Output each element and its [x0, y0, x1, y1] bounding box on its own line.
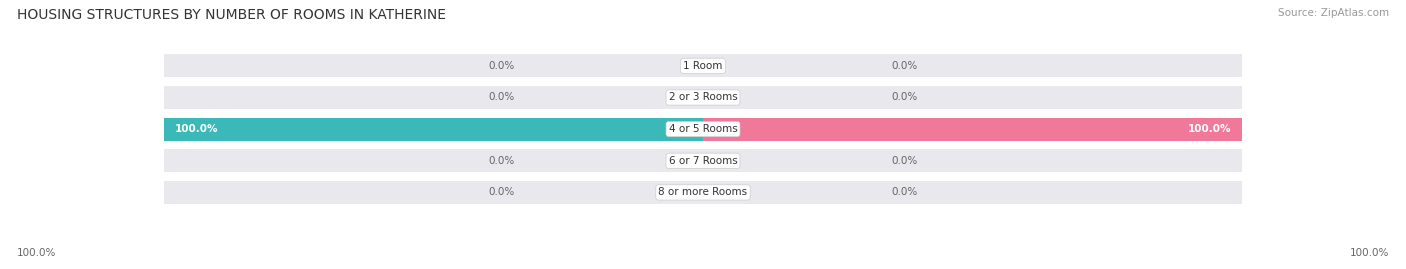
- Bar: [703, 149, 1241, 172]
- Text: 0.0%: 0.0%: [488, 61, 515, 71]
- Text: 4 or 5 Rooms: 4 or 5 Rooms: [669, 124, 737, 134]
- Bar: [703, 118, 1241, 140]
- Bar: [703, 54, 1241, 77]
- Bar: [703, 118, 1241, 140]
- Text: 100.0%: 100.0%: [1350, 248, 1389, 258]
- Text: 8 or more Rooms: 8 or more Rooms: [658, 187, 748, 197]
- Bar: [165, 181, 703, 204]
- Bar: [165, 149, 703, 172]
- Bar: [703, 181, 1241, 204]
- Text: HOUSING STRUCTURES BY NUMBER OF ROOMS IN KATHERINE: HOUSING STRUCTURES BY NUMBER OF ROOMS IN…: [17, 8, 446, 22]
- Text: 100.0%: 100.0%: [1188, 124, 1232, 134]
- Bar: [165, 118, 703, 140]
- Bar: [165, 118, 703, 140]
- Text: 100.0%: 100.0%: [17, 248, 56, 258]
- Text: 2 or 3 Rooms: 2 or 3 Rooms: [669, 93, 737, 102]
- Text: 0.0%: 0.0%: [488, 187, 515, 197]
- Text: 1 Room: 1 Room: [683, 61, 723, 71]
- Bar: [703, 86, 1241, 109]
- Text: 0.0%: 0.0%: [488, 156, 515, 166]
- Text: 0.0%: 0.0%: [891, 61, 918, 71]
- Bar: [165, 86, 703, 109]
- Text: Source: ZipAtlas.com: Source: ZipAtlas.com: [1278, 8, 1389, 18]
- Text: 0.0%: 0.0%: [488, 93, 515, 102]
- Bar: [165, 54, 703, 77]
- Text: 0.0%: 0.0%: [891, 156, 918, 166]
- Text: 0.0%: 0.0%: [891, 187, 918, 197]
- Text: 100.0%: 100.0%: [174, 124, 218, 134]
- Text: 6 or 7 Rooms: 6 or 7 Rooms: [669, 156, 737, 166]
- Text: 0.0%: 0.0%: [891, 93, 918, 102]
